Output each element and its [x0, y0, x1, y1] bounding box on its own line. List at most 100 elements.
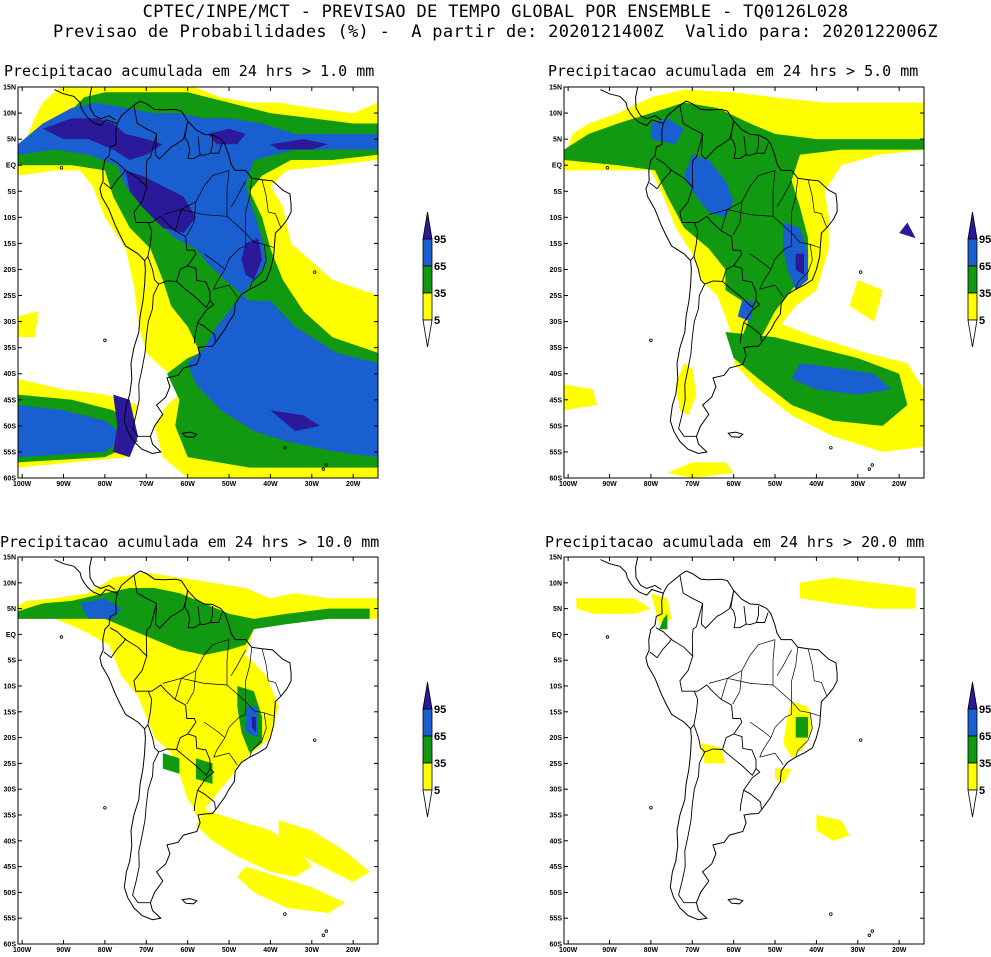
country-border	[132, 283, 160, 437]
longitude-tick-label: 30W	[305, 947, 320, 954]
state-border	[732, 201, 743, 236]
country-border	[756, 143, 769, 154]
central-america-coastline	[89, 557, 116, 590]
falkland-islands	[181, 898, 198, 905]
latitude-tick-label: EQ	[6, 632, 17, 639]
longitude-tick-label: 60W	[726, 947, 741, 954]
probability-area-p35	[659, 613, 668, 630]
state-border	[791, 178, 799, 233]
state-border	[720, 170, 776, 231]
longitude-tick-label: 100W	[13, 947, 32, 954]
longitude-tick-label: 20W	[346, 947, 361, 954]
island	[829, 446, 833, 450]
country-border	[743, 605, 747, 625]
map-frame	[563, 86, 925, 479]
probability-area-p5	[576, 598, 651, 614]
latitude-tick-label: 40S	[4, 371, 17, 378]
longitude-tick-label: 20W	[892, 481, 907, 488]
south-america-coastline	[645, 570, 838, 921]
latitude-tick-label: 35S	[550, 813, 563, 820]
state-border	[708, 677, 728, 684]
central-america-coastline	[85, 47, 128, 62]
latitude-tick-label: 20S	[4, 735, 17, 742]
colorbar-bottom-triangle	[422, 319, 433, 348]
island	[649, 806, 653, 810]
state-border	[230, 180, 246, 208]
latitude-tick-label: 5N	[553, 606, 562, 613]
state-border	[759, 284, 784, 298]
south-america-coastline	[645, 100, 838, 455]
state-border	[203, 253, 226, 270]
central-america-coastline	[54, 89, 118, 127]
probability-area-p65	[650, 118, 684, 145]
colorbar-segment	[967, 292, 978, 321]
country-border	[193, 322, 199, 344]
latitude-tick-label: 25S	[4, 761, 17, 768]
state-border	[213, 284, 238, 298]
map-frame	[17, 86, 379, 479]
latitude-tick-label: 60S	[4, 476, 17, 483]
island	[283, 912, 287, 916]
country-border	[722, 265, 757, 309]
longitude-tick-label: 100W	[559, 947, 578, 954]
probability-area-p95	[241, 238, 263, 280]
latitude-tick-label: 5S	[553, 658, 562, 665]
central-america-coastline	[635, 87, 662, 121]
longitude-tick-label: 50W	[768, 481, 783, 488]
latitude-tick-label: 5S	[7, 658, 16, 665]
colorbar-level-label: 95	[434, 234, 446, 246]
south-america-coastline	[99, 570, 292, 921]
latitude-tick-label: 15S	[550, 709, 563, 716]
latitude-tick-label: 30S	[550, 787, 563, 794]
state-border	[230, 649, 246, 676]
probability-area-p95	[208, 128, 246, 145]
state-border	[261, 179, 282, 228]
longitude-tick-label: 80W	[98, 947, 113, 954]
panel-1-map: 15N 10N 5N EQ 5S 10S 15S 20S 25S 30S 35S 40S 45S 50S 5…	[3, 85, 379, 488]
latitude-tick-label: 15N	[3, 555, 16, 562]
colorbar-top-triangle	[967, 211, 978, 240]
island	[858, 738, 863, 742]
latitude-tick-label: 15N	[549, 85, 562, 92]
probability-area-p65	[18, 102, 378, 458]
island	[870, 463, 874, 467]
country-border	[210, 612, 223, 623]
latitude-tick-label: 60S	[4, 942, 17, 949]
colorbar-level-label: 95	[979, 234, 991, 246]
country-border	[133, 105, 189, 160]
longitude-tick-label: 60W	[726, 481, 741, 488]
latitude-tick-label: EQ	[552, 163, 563, 170]
island	[321, 933, 326, 937]
country-border	[147, 684, 197, 753]
colorbar-segment	[422, 292, 433, 321]
probability-area-p95	[899, 222, 916, 239]
state-border	[795, 712, 813, 758]
probability-area-p95	[270, 139, 329, 150]
longitude-tick-label: 70W	[139, 947, 154, 954]
country-border	[679, 655, 699, 730]
longitude-tick-label: 90W	[602, 947, 617, 954]
state-border	[245, 701, 274, 717]
latitude-tick-label: 35S	[4, 813, 17, 820]
probability-area-p5	[18, 572, 378, 815]
falkland-islands	[727, 898, 744, 905]
longitude-tick-label: 70W	[685, 481, 700, 488]
latitude-tick-label: 25S	[550, 293, 563, 300]
island	[605, 166, 610, 170]
figure-title-line2: Previsao de Probabilidades (%) - A parti…	[53, 22, 938, 42]
latitude-tick-label: 35S	[4, 345, 17, 352]
state-border	[749, 253, 772, 270]
colorbar-segment	[967, 735, 978, 764]
probability-area-p95	[125, 170, 196, 233]
longitude-tick-label: 30W	[851, 481, 866, 488]
island	[858, 270, 863, 274]
colorbar-segment	[967, 708, 978, 737]
state-border	[174, 639, 230, 700]
state-border	[732, 670, 743, 705]
state-border	[807, 648, 828, 697]
island	[867, 467, 872, 471]
state-border	[181, 677, 228, 686]
latitude-tick-label: 10N	[549, 580, 562, 587]
central-america-coastline	[85, 517, 128, 531]
figure-title-line1: CPTEC/INPE/MCT - PREVISAO DE TEMPO GLOBA…	[142, 2, 849, 22]
